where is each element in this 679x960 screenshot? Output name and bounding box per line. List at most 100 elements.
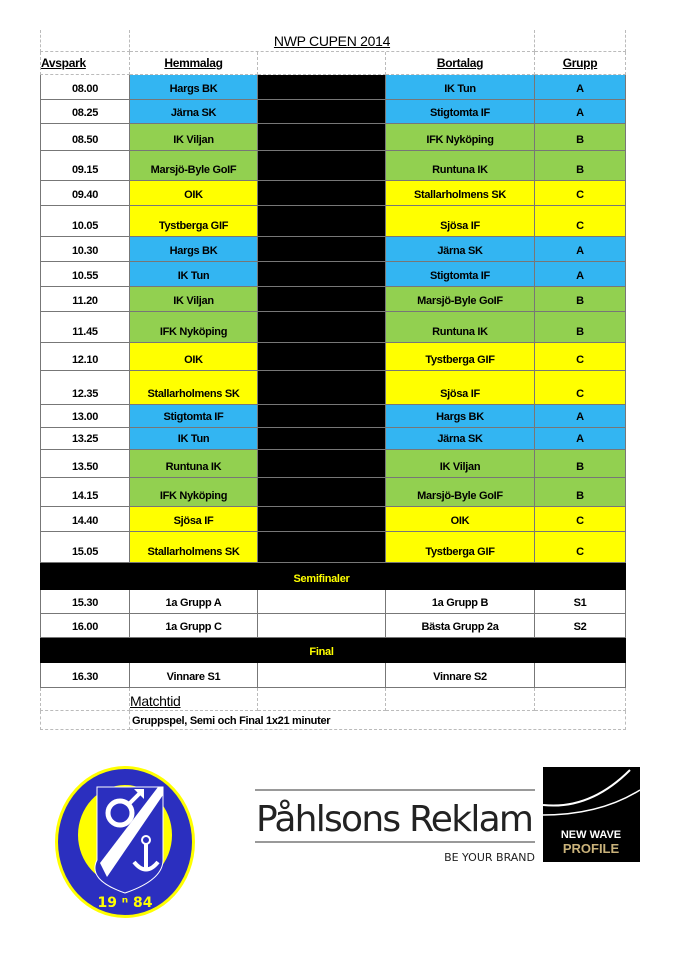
table-row: 12.10 OIK Tystberga GIF C: [40, 343, 626, 371]
away-team: Tystberga GIF: [386, 343, 535, 371]
home-team: IK Viljan: [130, 287, 258, 312]
table-row: 08.25 Järna SK Stigtomta IF A: [40, 100, 626, 124]
new-wave-profile-logo: NEW WAVE PROFILE: [542, 767, 641, 862]
home-team: OIK: [130, 181, 258, 206]
final-label: Final: [258, 638, 386, 663]
match-group: B: [535, 450, 626, 478]
home-team: IK Tun: [130, 428, 258, 450]
blank-cell: [258, 124, 386, 151]
schedule-table: NWP CUPEN 2014 Avspark Hemmalag Bortalag…: [40, 30, 626, 730]
home-team: Hargs BK: [130, 75, 258, 100]
match-group: A: [535, 262, 626, 287]
blank-cell: [258, 343, 386, 371]
matchtid-label: Matchtid: [130, 688, 258, 711]
match-time: 11.20: [40, 287, 130, 312]
home-team: IK Viljan: [130, 124, 258, 151]
table-row: 14.40 Sjösa IF OIK C: [40, 507, 626, 532]
semifinal-header: Semifinaler: [40, 563, 626, 590]
home-team: Järna SK: [130, 100, 258, 124]
match-time: 14.40: [40, 507, 130, 532]
blank-cell: [258, 75, 386, 100]
match-time: 15.05: [40, 532, 130, 563]
away-team: Stigtomta IF: [386, 262, 535, 287]
home-team: 1a Grupp C: [130, 614, 258, 638]
blank-cell: [258, 478, 386, 507]
home-team: Hargs BK: [130, 237, 258, 262]
match-group: C: [535, 532, 626, 563]
blank-cell: [258, 262, 386, 287]
away-team: Runtuna IK: [386, 151, 535, 181]
table-row: 08.50 IK Viljan IFK Nyköping B: [40, 124, 626, 151]
header-row: Avspark Hemmalag Bortalag Grupp: [40, 52, 626, 75]
logos: 19 ⁿ 84 Påhlsons Reklam BE YOUR BRAND NE…: [40, 735, 650, 925]
match-group: A: [535, 405, 626, 428]
table-row: 13.00 Stigtomta IF Hargs BK A: [40, 405, 626, 428]
table-row: 10.55 IK Tun Stigtomta IF A: [40, 262, 626, 287]
blank-cell: [258, 532, 386, 563]
home-team: Tystberga GIF: [130, 206, 258, 237]
blank-cell: [258, 237, 386, 262]
match-group: B: [535, 478, 626, 507]
svg-text:19 ⁿ 84: 19 ⁿ 84: [97, 895, 152, 911]
blank-cell: [258, 428, 386, 450]
home-team: 1a Grupp A: [130, 590, 258, 614]
match-group: C: [535, 206, 626, 237]
home-team: OIK: [130, 343, 258, 371]
match-time: 11.45: [40, 312, 130, 343]
match-time: 10.30: [40, 237, 130, 262]
match-time: 13.50: [40, 450, 130, 478]
table-row: 13.50 Runtuna IK IK Viljan B: [40, 450, 626, 478]
match-time: 08.25: [40, 100, 130, 124]
blank-cell: [258, 206, 386, 237]
matchtid-row: Matchtid: [40, 688, 626, 711]
match-group: B: [535, 124, 626, 151]
table-row: 16.00 1a Grupp C Bästa Grupp 2a S2: [40, 614, 626, 638]
match-group: S2: [535, 614, 626, 638]
match-group: [535, 663, 626, 688]
away-team: Runtuna IK: [386, 312, 535, 343]
table-row: 10.05 Tystberga GIF Sjösa IF C: [40, 206, 626, 237]
table-row: 12.35 Stallarholmens SK Sjösa IF C: [40, 371, 626, 405]
table-row: 08.00 Hargs BK IK Tun A: [40, 75, 626, 100]
match-time: 13.25: [40, 428, 130, 450]
away-team: IK Viljan: [386, 450, 535, 478]
away-team: Hargs BK: [386, 405, 535, 428]
match-time: 10.55: [40, 262, 130, 287]
away-team: Stallarholmens SK: [386, 181, 535, 206]
blank-cell: [258, 371, 386, 405]
away-team: Järna SK: [386, 428, 535, 450]
away-team: 1a Grupp B: [386, 590, 535, 614]
match-time: 12.10: [40, 343, 130, 371]
home-team: Stallarholmens SK: [130, 532, 258, 563]
title-row: NWP CUPEN 2014: [40, 30, 626, 52]
match-group: B: [535, 312, 626, 343]
away-team: Sjösa IF: [386, 206, 535, 237]
blank-cell: [258, 614, 386, 638]
blank-cell: [258, 287, 386, 312]
match-group: B: [535, 287, 626, 312]
match-group: B: [535, 151, 626, 181]
away-team: Marsjö-Byle GoIF: [386, 287, 535, 312]
home-team: IFK Nyköping: [130, 312, 258, 343]
away-team: Bästa Grupp 2a: [386, 614, 535, 638]
match-group: A: [535, 237, 626, 262]
blank-cell: [258, 181, 386, 206]
home-team: IFK Nyköping: [130, 478, 258, 507]
match-time: 09.40: [40, 181, 130, 206]
matchtid-text-row: Gruppspel, Semi och Final 1x21 minuter: [40, 711, 626, 730]
match-time: 10.05: [40, 206, 130, 237]
away-team: Tystberga GIF: [386, 532, 535, 563]
svg-text:PROFILE: PROFILE: [563, 841, 620, 856]
match-group: C: [535, 371, 626, 405]
table-row: 10.30 Hargs BK Järna SK A: [40, 237, 626, 262]
match-group: C: [535, 507, 626, 532]
match-group: C: [535, 343, 626, 371]
away-team: IK Tun: [386, 75, 535, 100]
col-home-header: Hemmalag: [130, 52, 258, 75]
home-team: Vinnare S1: [130, 663, 258, 688]
match-time: 16.00: [40, 614, 130, 638]
matchtid-text: Gruppspel, Semi och Final 1x21 minuter: [130, 711, 626, 730]
match-time: 16.30: [40, 663, 130, 688]
table-row: 15.30 1a Grupp A 1a Grupp B S1: [40, 590, 626, 614]
match-time: 14.15: [40, 478, 130, 507]
